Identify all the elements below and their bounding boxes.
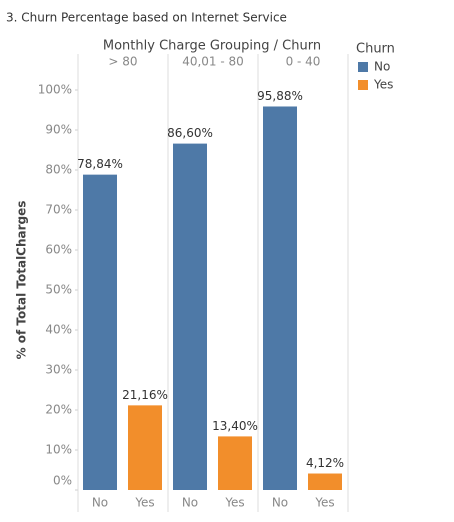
- bar: [128, 405, 162, 490]
- bar: [83, 174, 117, 490]
- y-tick-label: 40%: [45, 323, 72, 337]
- x-tick-label: No: [182, 496, 198, 510]
- bar: [173, 143, 207, 490]
- value-label: 21,16%: [122, 388, 168, 402]
- panel-label: 0 - 40: [286, 55, 321, 69]
- legend-title: Churn: [356, 42, 395, 57]
- y-tick-label: 0%: [53, 474, 72, 488]
- value-label: 13,40%: [212, 419, 258, 433]
- y-tick-label: 50%: [45, 283, 72, 297]
- y-tick-label: 80%: [45, 163, 72, 177]
- y-tick-label: 20%: [45, 403, 72, 417]
- x-tick-label: No: [92, 496, 108, 510]
- value-label: 86,60%: [167, 126, 213, 140]
- bar: [263, 106, 297, 490]
- value-label: 4,12%: [306, 456, 344, 470]
- legend-swatch: [358, 80, 368, 90]
- y-tick-label: 100%: [38, 83, 72, 97]
- y-tick-label: 90%: [45, 123, 72, 137]
- panel-label: > 80: [108, 55, 137, 69]
- x-tick-label: Yes: [134, 496, 154, 510]
- x-tick-label: No: [272, 496, 288, 510]
- value-label: 95,88%: [257, 89, 303, 103]
- y-tick-label: 60%: [45, 243, 72, 257]
- bar: [218, 436, 252, 490]
- header: Monthly Charge Grouping / Churn: [103, 39, 321, 54]
- chart-title: 3. Churn Percentage based on Internet Se…: [6, 11, 287, 25]
- bar: [308, 473, 342, 490]
- legend-swatch: [358, 62, 368, 72]
- y-tick-label: 10%: [45, 443, 72, 457]
- y-axis-title: % of Total TotalCharges: [15, 201, 29, 360]
- y-tick-label: 70%: [45, 203, 72, 217]
- y-tick-label: 30%: [45, 363, 72, 377]
- legend-label: No: [374, 60, 390, 74]
- value-label: 78,84%: [77, 157, 123, 171]
- panel-label: 40,01 - 80: [182, 55, 244, 69]
- legend-label: Yes: [373, 78, 393, 92]
- x-tick-label: Yes: [224, 496, 244, 510]
- x-tick-label: Yes: [314, 496, 334, 510]
